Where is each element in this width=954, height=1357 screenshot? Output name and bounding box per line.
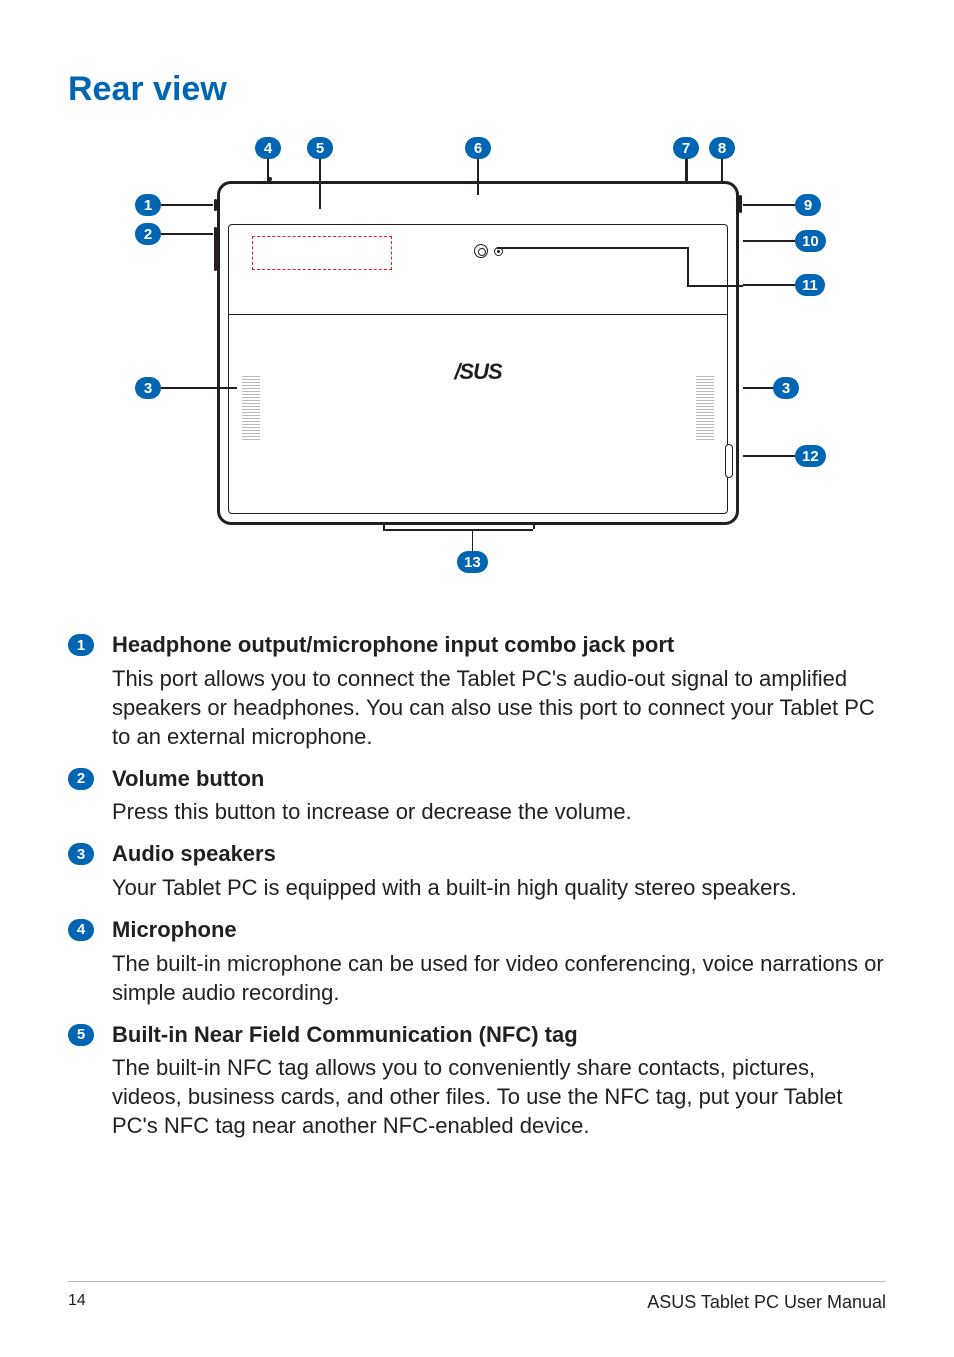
item-description: Press this button to increase or decreas… [112,797,886,826]
callout-2: 2 [135,223,213,245]
callout-13: 13 [457,529,488,573]
lead-line [497,247,687,249]
feature-item: 3 Audio speakers Your Tablet PC is equip… [68,840,886,902]
callout-12: 12 [743,445,826,467]
audio-jack-icon [214,199,217,211]
feature-item: 5 Built-in Near Field Communication (NFC… [68,1021,886,1141]
item-description: The built-in NFC tag allows you to conve… [112,1053,886,1140]
mic-hole-icon [268,177,272,181]
lead-line [687,285,743,287]
callout-bubble: 2 [135,223,161,245]
callout-bubble: 10 [795,230,826,252]
item-number: 4 [68,919,94,941]
callout-9: 9 [743,194,821,216]
speaker-left-icon [242,374,260,440]
item-title: Audio speakers [112,840,886,869]
item-number: 1 [68,634,94,656]
item-number: 3 [68,843,94,865]
stylus-slot-icon [725,444,733,478]
callout-bubble: 11 [795,274,825,296]
tablet-outline: /SUS [217,181,739,525]
callout-3-right: 3 [743,377,799,399]
callout-11: 11 [743,274,825,296]
feature-item: 2 Volume button Press this button to inc… [68,765,886,827]
item-description: The built-in microphone can be used for … [112,949,886,1007]
item-number: 5 [68,1024,94,1046]
power-button-icon [739,195,742,213]
volume-button-icon [214,227,217,271]
brand-logo: /SUS [220,359,736,385]
lead-line [383,523,385,529]
item-title: Built-in Near Field Communication (NFC) … [112,1021,886,1050]
rear-view-diagram: /SUS 1 2 3 4 [68,137,886,587]
callout-bubble: 6 [465,137,491,159]
item-description: This port allows you to connect the Tabl… [112,664,886,751]
callout-8: 8 [709,137,735,181]
section-heading: Rear view [68,70,886,109]
item-title: Headphone output/microphone input combo … [112,631,886,660]
callout-bubble: 3 [773,377,799,399]
callout-bubble: 5 [307,137,333,159]
callout-bubble: 9 [795,194,821,216]
item-title: Microphone [112,916,886,945]
speaker-right-icon [696,374,714,440]
lead-line [687,247,689,285]
item-number: 2 [68,768,94,790]
callout-bubble: 8 [709,137,735,159]
callout-10: 10 [743,230,826,252]
lead-line [533,523,535,529]
lead-line [383,529,533,531]
feature-item: 1 Headphone output/microphone input comb… [68,631,886,751]
feature-item: 4 Microphone The built-in microphone can… [68,916,886,1007]
callout-bubble: 1 [135,194,161,216]
callout-bubble: 7 [673,137,699,159]
page-number: 14 [68,1292,86,1313]
lead-line [686,159,688,181]
panel-divider [228,314,728,315]
callout-bubble: 12 [795,445,826,467]
feature-list: 1 Headphone output/microphone input comb… [68,631,886,1140]
callout-bubble: 4 [255,137,281,159]
callout-4: 4 [255,137,281,181]
callout-bubble: 13 [457,551,488,573]
document-title: ASUS Tablet PC User Manual [647,1292,886,1313]
page-footer: 14 ASUS Tablet PC User Manual [68,1281,886,1313]
callout-bubble: 3 [135,377,161,399]
item-description: Your Tablet PC is equipped with a built-… [112,873,886,902]
item-title: Volume button [112,765,886,794]
callout-1: 1 [135,194,213,216]
